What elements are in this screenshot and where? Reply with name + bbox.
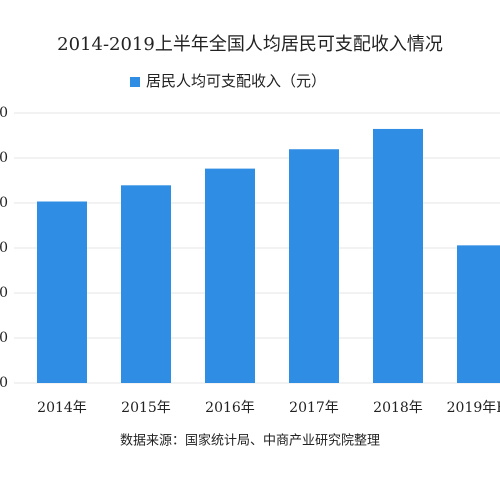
bar xyxy=(457,245,500,383)
y-tick-label: 0 xyxy=(0,375,8,391)
bar xyxy=(205,168,255,383)
y-tick-label: 5000 xyxy=(0,330,8,346)
legend-swatch xyxy=(130,77,140,87)
x-tick-label: 2019年H1 xyxy=(447,400,500,416)
x-tick-label: 2015年 xyxy=(121,400,171,416)
x-tick-label: 2017年 xyxy=(289,400,339,416)
legend-label: 居民人均可支配收入（元） xyxy=(146,72,326,90)
source-note: 数据来源：国家统计局、中商产业研究院整理 xyxy=(120,433,380,449)
bar xyxy=(373,128,423,383)
y-tick-label: 20000 xyxy=(0,195,8,211)
bar xyxy=(121,185,171,383)
bar xyxy=(37,201,87,383)
x-tick-label: 2014年 xyxy=(37,400,87,416)
bar xyxy=(289,149,339,383)
chart-title: 2014-2019上半年全国人均居民可支配收入情况 xyxy=(57,34,443,55)
y-tick-label: 10000 xyxy=(0,285,8,301)
x-tick-label: 2018年 xyxy=(373,400,423,416)
y-tick-label: 15000 xyxy=(0,240,8,256)
x-tick-label: 2016年 xyxy=(205,400,255,416)
y-tick-label: 30000 xyxy=(0,105,8,121)
y-tick-label: 25000 xyxy=(0,150,8,166)
